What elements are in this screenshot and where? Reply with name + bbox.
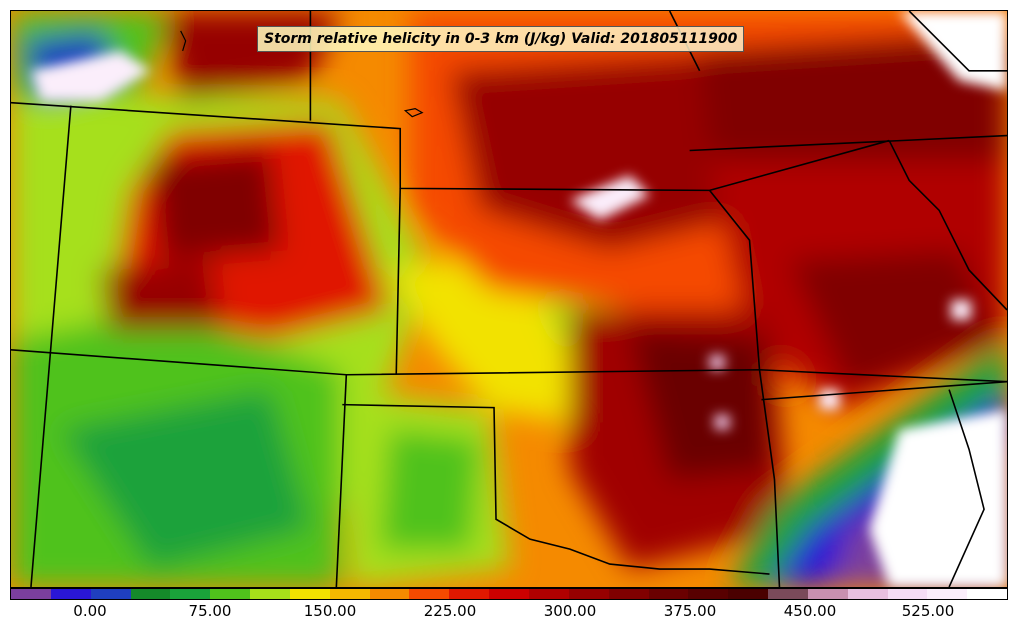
map-panel: Storm relative helicity in 0-3 km (J/kg)… [10, 10, 1008, 588]
colorbar-tick-label: 300.00 [543, 602, 597, 620]
colorbar-swatch [728, 589, 769, 599]
colorbar-swatch [688, 589, 729, 599]
colorbar-ticks: 0.00 75.00 150.00 225.00 300.00 375.00 450.00 5… [10, 602, 1008, 626]
colorbar-tick-label: 225.00 [423, 602, 477, 620]
colorbar-swatch [847, 589, 888, 599]
colorbar-tick-label: 75.00 [188, 602, 232, 620]
colorbar-tick-label: 0.00 [73, 602, 107, 620]
colorbar-swatch [170, 589, 211, 599]
helicity-map [11, 11, 1007, 587]
colorbar-swatch [369, 589, 410, 599]
colorbar-swatch [289, 589, 330, 599]
state-border-lines [11, 11, 1007, 587]
colorbar [10, 588, 1008, 600]
colorbar-swatch [409, 589, 450, 599]
colorbar-swatch [210, 589, 251, 599]
colorbar-swatch [967, 589, 1008, 599]
high-value-patches [30, 11, 1007, 587]
colorbar-tick-label: 375.00 [663, 602, 717, 620]
colorbar-swatch [90, 589, 131, 599]
colorbar-swatch [50, 589, 91, 599]
colorbar-swatch [250, 589, 290, 599]
colorbar-swatch [807, 589, 848, 599]
colorbar-swatch [489, 589, 529, 599]
colorbar-swatch [11, 589, 51, 599]
colorbar-swatch [768, 589, 808, 599]
colorbar-swatch [528, 589, 569, 599]
map-title: Storm relative helicity in 0-3 km (J/kg)… [257, 26, 745, 52]
colorbar-tick-label: 150.00 [303, 602, 357, 620]
coastline-lines [180, 30, 424, 118]
colorbar-swatch [648, 589, 689, 599]
colorbar-swatch [329, 589, 370, 599]
colorbar-tick-label: 525.00 [901, 602, 955, 620]
colorbar-swatch [130, 589, 171, 599]
colorbar-swatch [568, 589, 609, 599]
colorbar-swatch [449, 589, 490, 599]
colorbar-swatch [927, 589, 968, 599]
colorbar-swatch [608, 589, 649, 599]
colorbar-swatch [887, 589, 928, 599]
colorbar-tick-label: 450.00 [783, 602, 837, 620]
